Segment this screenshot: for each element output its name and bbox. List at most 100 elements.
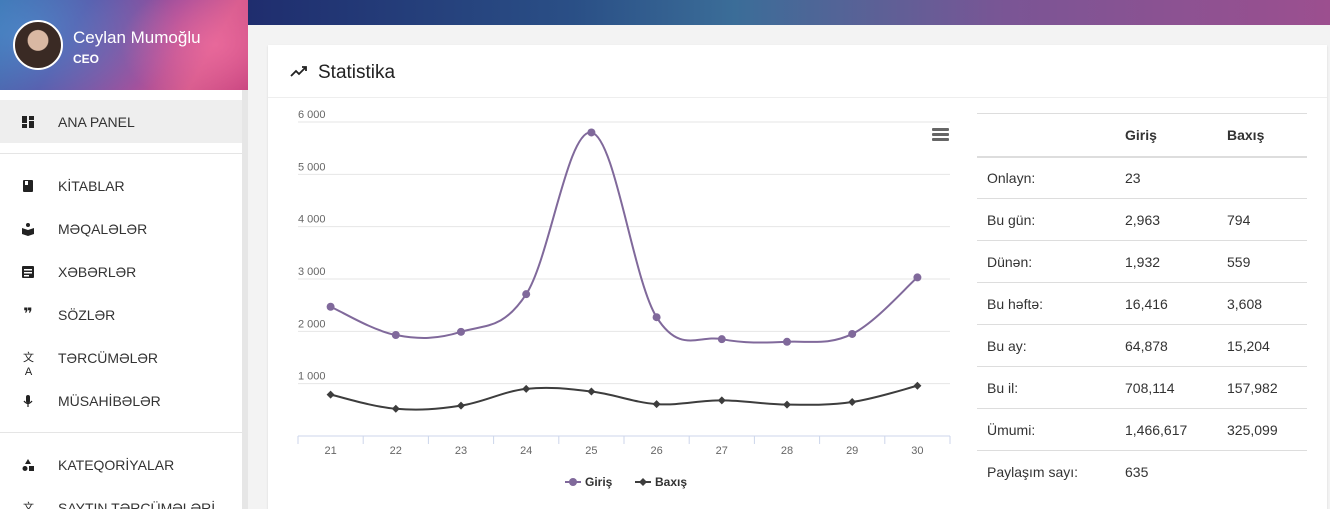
table-cell: Paylaşım sayı: (987, 463, 1079, 480)
table-cell: 3,608 (1217, 282, 1307, 325)
x-tick-label: 26 (650, 445, 662, 457)
user-name: Ceylan Mumoğlu (73, 28, 201, 47)
data-point (848, 397, 857, 406)
sidebar-item-label: TƏRCÜMƏLƏR (58, 349, 159, 366)
sidebar-item-label: KATEQORİYALAR (58, 456, 175, 473)
quote-icon: ❞ (23, 305, 33, 323)
table-header: Giriş (1115, 113, 1217, 158)
sidebar-item-translations[interactable]: 文A TƏRCÜMƏLƏR (0, 336, 242, 379)
table-row: Paylaşım sayı: 635 (977, 451, 1307, 493)
data-point (652, 313, 661, 322)
table-cell: 1,466,617 (1115, 408, 1217, 451)
sidebar-item-books[interactable]: KİTABLAR (0, 164, 242, 207)
sidebar-item-label: ANA PANEL (58, 113, 135, 130)
table-cell: Bu ay: (977, 324, 1115, 367)
sidebar-item-label: MƏQALƏLƏR (58, 220, 148, 237)
table-cell: 23 (1115, 156, 1217, 199)
data-point (717, 396, 726, 405)
table-cell (1217, 156, 1307, 199)
sidebar-item-label: SAYTIN TƏRCÜMƏLƏRİ (58, 499, 216, 509)
card-header: Statistika (268, 45, 1327, 98)
x-tick-label: 24 (520, 445, 532, 457)
sidebar-item-categories[interactable]: KATEQORİYALAR (0, 443, 242, 486)
dashboard-icon (21, 115, 35, 129)
x-tick-label: 30 (911, 445, 923, 457)
x-tick-label: 22 (390, 445, 402, 457)
data-point (587, 387, 596, 396)
table-header (977, 113, 1115, 158)
data-point (783, 400, 791, 409)
table-cell (1217, 451, 1307, 493)
table-cell: 1,932 (1115, 240, 1217, 283)
x-tick-label: 25 (585, 445, 597, 457)
book-icon (21, 179, 35, 193)
sidebar-item-dashboard[interactable]: ANA PANEL (0, 100, 242, 143)
table-row: Bu həftə: 16,416 3,608 (977, 282, 1307, 325)
data-point (391, 330, 400, 339)
table-cell: Ümumi: (977, 408, 1115, 451)
sidebar-item-news[interactable]: XƏBƏRLƏR (0, 250, 242, 293)
table-header-row: Giriş Baxış (977, 113, 1307, 158)
sidebar-divider (0, 153, 242, 154)
legend-label: Giriş (585, 475, 613, 489)
data-point (587, 128, 596, 137)
sidebar-item-site-translations[interactable]: 文A SAYTIN TƏRCÜMƏLƏRİ (0, 486, 242, 509)
legend-marker (639, 478, 647, 486)
sidebar-scrollbar[interactable] (242, 90, 248, 509)
data-point (326, 390, 335, 399)
sidebar-item-quotes[interactable]: ❞ SÖZLƏR (0, 293, 242, 336)
sidebar-divider (0, 432, 242, 433)
top-bar (248, 0, 1330, 25)
sidebar-menu: ANA PANEL KİTABLAR MƏQALƏLƏR XƏBƏRLƏR ❞ … (0, 100, 242, 509)
y-tick-label: 1 000 (298, 371, 326, 383)
data-point (717, 335, 726, 344)
x-tick-label: 27 (716, 445, 728, 457)
y-tick-label: 6 000 (298, 110, 326, 121)
y-tick-label: 2 000 (298, 318, 326, 330)
microphone-icon (21, 394, 35, 408)
data-point (522, 290, 531, 299)
x-tick-label: 29 (846, 445, 858, 457)
table-cell: 635 (1125, 463, 1149, 480)
sidebar: Ceylan Mumoğlu CEO ANA PANEL KİTABLAR MƏ… (0, 0, 248, 509)
user-info-panel: Ceylan Mumoğlu CEO (0, 0, 248, 90)
open-book-icon (21, 222, 35, 236)
translate-icon: 文A (23, 351, 34, 378)
sidebar-item-articles[interactable]: MƏQALƏLƏR (0, 207, 242, 250)
series-line-0 (330, 131, 919, 344)
sidebar-item-label: SÖZLƏR (58, 306, 116, 323)
table-header: Baxış (1217, 113, 1307, 158)
data-point (522, 384, 531, 393)
table-row: Dünən: 1,932 559 (977, 240, 1307, 283)
table-cell: 708,114 (1115, 366, 1217, 409)
chart-svg: 1 000 2 000 3 000 4 000 5 000 6 000 21 22 23 24 25… (297, 109, 951, 489)
legend-label: Baxış (655, 475, 687, 489)
translate-icon: 文A (23, 501, 34, 509)
table-cell: 157,982 (1217, 366, 1307, 409)
table-row: Bu il: 708,114 157,982 (977, 366, 1307, 409)
chart-menu-icon[interactable] (932, 128, 949, 142)
table-cell: 15,204 (1217, 324, 1307, 367)
avatar[interactable] (13, 20, 63, 70)
series-line-1 (330, 384, 918, 411)
data-point (652, 400, 661, 409)
table-cell: Bu həftə: (977, 282, 1115, 325)
table-row: Onlayn: 23 (977, 156, 1307, 199)
data-point (326, 302, 335, 311)
card-title: Statistika (318, 62, 396, 83)
sidebar-item-interviews[interactable]: MÜSAHİBƏLƏR (0, 379, 242, 422)
legend-marker (569, 478, 577, 486)
data-point (391, 404, 400, 413)
user-role: CEO (73, 52, 100, 66)
table-row: Bu ay: 64,878 15,204 (977, 324, 1307, 367)
x-tick-label: 28 (781, 445, 793, 457)
table-cell: Dünən: (977, 240, 1115, 283)
table-cell: Bu il: (977, 366, 1115, 409)
table-cell: 2,963 (1115, 198, 1217, 241)
sidebar-item-label: MÜSAHİBƏLƏR (58, 392, 161, 409)
sidebar-item-label: XƏBƏRLƏR (58, 263, 137, 280)
data-point (848, 329, 857, 338)
table-row: Ümumi: 1,466,617 325,099 (977, 408, 1307, 451)
data-point (783, 337, 791, 346)
data-point (457, 401, 465, 410)
